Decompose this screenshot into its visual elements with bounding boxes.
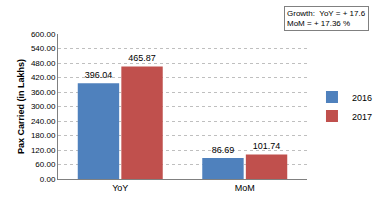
svg-text:300.00: 300.00 [31,102,56,111]
svg-text:420.00: 420.00 [31,73,56,82]
svg-text:540.00: 540.00 [31,44,56,53]
svg-text:600.00: 600.00 [31,30,56,39]
svg-text:465.87: 465.87 [128,53,156,63]
svg-text:MoM: MoM [235,183,255,193]
svg-text:Growth: YoY = + 17.6MoM = + 1: Growth: YoY = + 17.6MoM = + 17.36 % [287,9,366,28]
svg-text:360.00: 360.00 [31,88,56,97]
svg-text:396.04: 396.04 [85,70,113,80]
svg-text:101.74: 101.74 [253,141,281,151]
svg-text:180.00: 180.00 [31,131,56,140]
svg-text:0.00: 0.00 [40,175,56,184]
svg-text:480.00: 480.00 [31,59,56,68]
svg-text:60.00: 60.00 [35,160,56,169]
svg-text:86.69: 86.69 [212,145,235,155]
svg-text:Pax Carried (in Lakhs): Pax Carried (in Lakhs) [16,59,26,154]
svg-text:120.00: 120.00 [31,146,56,155]
svg-text:2017: 2017 [352,112,372,122]
svg-text:240.00: 240.00 [31,117,56,126]
svg-text:2016: 2016 [352,93,372,103]
svg-text:YoY: YoY [112,183,128,193]
